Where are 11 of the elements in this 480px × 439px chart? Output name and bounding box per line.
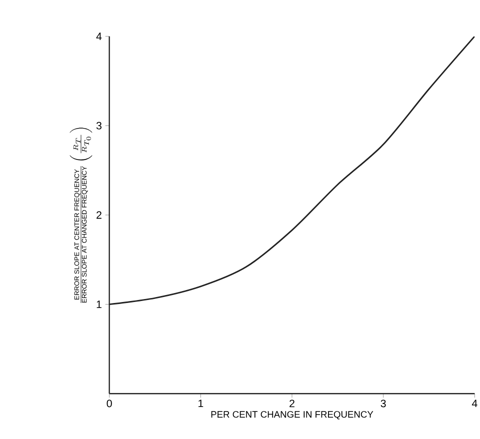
y-tick-label: 4 [96,32,102,40]
y-tick-label: 2 [96,211,102,219]
y-tick-label: 1 [96,300,102,308]
y-tick-label: 3 [96,122,102,130]
x-tick-label: 4 [472,400,478,408]
x-tick-label: 0 [106,400,112,408]
x-axis-title: PER CENT CHANGE IN FREQUENCY [211,411,374,420]
y-axis-title: $\frac{\text{ERROR SLOPE AT CENTER FREQUENCY}}{\text{ERROR SLOPE AT CHANGED FREQUENCY}}\left(\frac{R_T}{R_{T_0}}\right)$ [70,128,92,304]
x-tick-label: 2 [290,400,294,408]
x-tick-label: 3 [380,400,386,408]
x-tick-label: 1 [198,400,204,408]
